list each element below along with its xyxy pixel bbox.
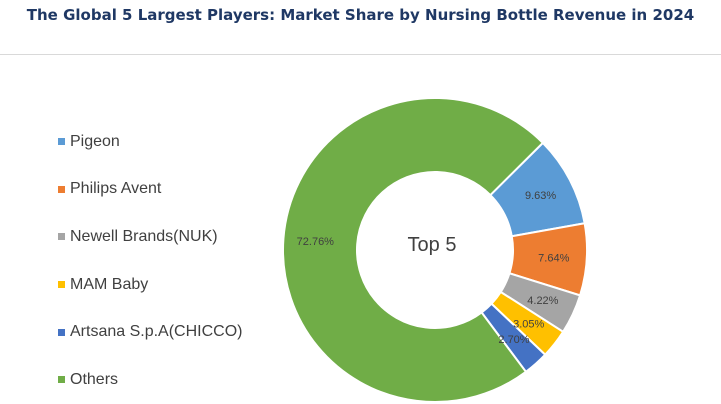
legend-label: Newell Brands(NUK) [70, 227, 218, 245]
data-label-newell-brands-nuk: 4.22% [527, 295, 558, 307]
data-label-pigeon: 9.63% [525, 190, 556, 202]
center-label: Top 5 [408, 234, 457, 256]
data-label-mam-baby: 3.05% [513, 318, 544, 330]
slice-others [282, 97, 545, 403]
legend-label: MAM Baby [70, 275, 149, 293]
legend-swatch [58, 185, 65, 193]
legend-label: Pigeon [70, 132, 120, 150]
legend-label: Artsana S.p.A(CHICCO) [70, 323, 243, 341]
legend-item-philips-avent: Philips Avent [58, 166, 242, 214]
legend-item-pigeon: Pigeon [58, 118, 242, 166]
data-label-philips-avent: 7.64% [538, 253, 569, 265]
chart-title: The Global 5 Largest Players: Market Sha… [26, 6, 695, 24]
data-label-others: 72.76% [297, 236, 335, 248]
legend-swatch [58, 281, 65, 289]
legend-swatch [58, 138, 65, 146]
legend-item-artsana: Artsana S.p.A(CHICCO) [58, 308, 242, 356]
legend-swatch [58, 233, 65, 241]
data-label-artsana-s-p-a-chicco: 2.70% [498, 334, 529, 346]
legend-swatch [58, 376, 65, 384]
legend-swatch [58, 328, 65, 336]
legend-item-newell-brands: Newell Brands(NUK) [58, 213, 242, 261]
legend-item-mam-baby: MAM Baby [58, 261, 242, 309]
chart-legend: Pigeon Philips Avent Newell Brands(NUK) … [58, 118, 242, 404]
legend-item-others: Others [58, 356, 242, 404]
legend-label: Philips Avent [70, 180, 162, 198]
legend-label: Others [70, 370, 119, 388]
title-bar: The Global 5 Largest Players: Market Sha… [0, 0, 721, 55]
